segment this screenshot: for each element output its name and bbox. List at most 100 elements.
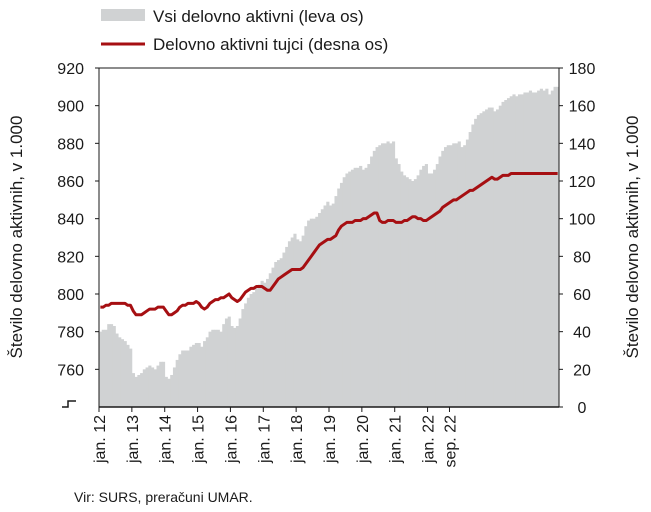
bar — [356, 167, 360, 407]
bar — [304, 226, 308, 407]
bar — [476, 115, 480, 407]
bar — [430, 173, 434, 407]
bar — [339, 182, 344, 407]
bar — [183, 350, 188, 407]
bar — [104, 329, 108, 407]
x-tick-label: jan. 13 — [125, 415, 142, 464]
bar — [276, 260, 281, 407]
bar — [463, 145, 467, 407]
bar — [211, 329, 215, 407]
bar — [312, 218, 316, 407]
bar — [101, 329, 105, 407]
bar — [435, 164, 439, 407]
bar — [175, 359, 179, 407]
bar — [140, 373, 144, 407]
bar — [326, 201, 330, 407]
bar — [427, 173, 431, 407]
bar — [405, 177, 409, 407]
bar — [252, 292, 256, 407]
bar — [419, 169, 423, 407]
bar — [539, 88, 543, 407]
bar — [378, 145, 382, 407]
bar — [307, 220, 311, 407]
bar — [526, 92, 530, 407]
bar — [279, 258, 283, 407]
bar — [348, 171, 352, 407]
bar — [482, 111, 486, 407]
right-tick-label: 40 — [573, 325, 591, 342]
right-tick-label: 60 — [573, 287, 591, 304]
left-tick-label: 880 — [57, 136, 84, 153]
bar — [235, 326, 240, 407]
bar — [474, 118, 478, 407]
bar — [222, 324, 226, 407]
bar — [192, 344, 196, 407]
bar — [402, 175, 407, 407]
bar — [115, 333, 119, 407]
right-tick-label: 80 — [573, 249, 591, 266]
bar — [370, 156, 374, 407]
bar — [496, 109, 500, 408]
bar — [460, 147, 464, 407]
bar — [389, 143, 393, 407]
bar — [156, 365, 160, 407]
bar — [465, 139, 470, 407]
legend-label-line: Delovno aktivni tujci (desna os) — [153, 35, 388, 54]
bar — [205, 337, 209, 407]
bar — [186, 350, 190, 407]
bar — [112, 326, 116, 407]
left-tick-labels: 760 780 800 820 840 860 880 900 920 — [57, 61, 99, 379]
bar — [553, 86, 557, 407]
bar — [120, 339, 125, 407]
bar — [400, 171, 404, 407]
bar — [381, 143, 385, 407]
bar — [249, 294, 253, 407]
x-tick-label: jan. 14 — [158, 415, 175, 464]
bar — [372, 150, 376, 407]
y-axis-title-right: Število delovno aktivnih, v 1.000 — [623, 116, 642, 359]
bar — [129, 348, 133, 407]
bar — [246, 297, 250, 407]
bar — [528, 90, 533, 407]
x-tick-label: jan. 17 — [256, 415, 273, 464]
right-tick-label: 120 — [569, 174, 596, 191]
bar — [550, 90, 554, 407]
bar — [238, 318, 242, 407]
bar — [131, 373, 135, 407]
legend-label-area: Vsi delovno aktivni (leva os) — [153, 7, 364, 26]
bar — [542, 90, 546, 407]
bar — [309, 218, 313, 407]
bar — [224, 318, 229, 407]
bar — [449, 145, 453, 407]
bar — [315, 216, 319, 407]
bar — [148, 365, 152, 407]
bar — [233, 327, 237, 407]
bar — [411, 181, 415, 407]
bar — [266, 278, 270, 407]
x-tick-label: jan. 18 — [289, 415, 306, 464]
bar — [353, 167, 357, 407]
bar — [274, 261, 278, 407]
bar — [296, 239, 300, 407]
bar — [331, 203, 335, 407]
bar — [515, 96, 519, 407]
x-tick-label: jan. 21 — [388, 415, 405, 464]
left-tick-label: 780 — [57, 325, 84, 342]
bar — [126, 344, 130, 407]
bar — [498, 105, 502, 408]
right-tick-label: 180 — [569, 61, 596, 78]
bar — [416, 175, 420, 407]
bar — [227, 316, 231, 407]
bar — [194, 342, 198, 407]
bar — [391, 141, 396, 407]
bar — [545, 88, 549, 407]
bar — [397, 164, 401, 407]
bar — [293, 233, 297, 407]
bar — [487, 107, 491, 408]
bar-series-total — [99, 86, 560, 408]
bar — [367, 164, 371, 407]
bar — [167, 378, 171, 407]
bar — [189, 346, 193, 407]
bar — [255, 288, 259, 407]
bar — [181, 350, 185, 407]
